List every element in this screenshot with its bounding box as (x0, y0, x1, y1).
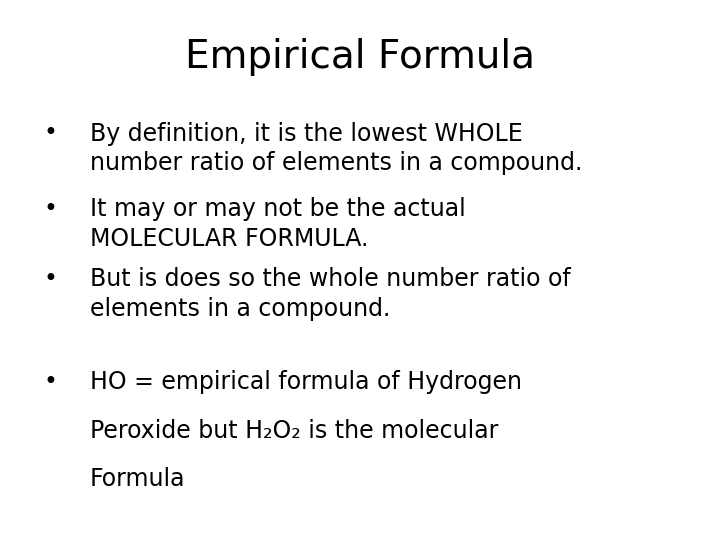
Text: But is does so the whole number ratio of
elements in a compound.: But is does so the whole number ratio of… (90, 267, 571, 321)
Text: It may or may not be the actual
MOLECULAR FORMULA.: It may or may not be the actual MOLECULA… (90, 197, 466, 251)
Text: •: • (43, 197, 58, 221)
Text: Empirical Formula: Empirical Formula (185, 38, 535, 76)
Text: •: • (43, 370, 58, 394)
Text: By definition, it is the lowest WHOLE
number ratio of elements in a compound.: By definition, it is the lowest WHOLE nu… (90, 122, 582, 175)
Text: •: • (43, 122, 58, 145)
Text: Peroxide but H₂O₂ is the molecular: Peroxide but H₂O₂ is the molecular (90, 418, 498, 442)
Text: Formula: Formula (90, 467, 186, 491)
Text: •: • (43, 267, 58, 291)
Text: HO = empirical formula of Hydrogen: HO = empirical formula of Hydrogen (90, 370, 522, 394)
